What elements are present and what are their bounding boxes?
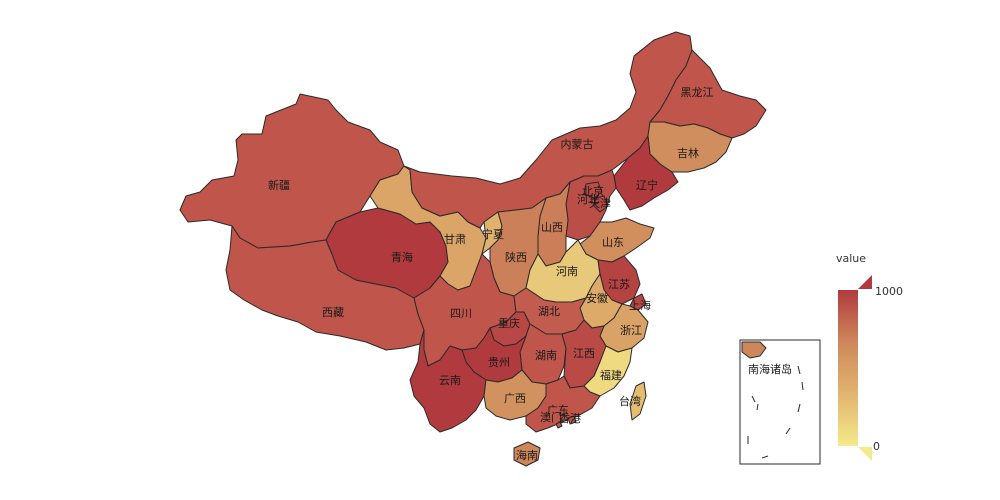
label-jiangxi: 江西 [573,347,595,360]
label-shandong: 山东 [602,236,624,249]
visual-map-title: value [836,252,866,265]
label-ningxia: 宁夏 [482,227,504,241]
label-zhejiang: 浙江 [620,324,642,337]
visual-map-min-handle[interactable] [858,447,872,461]
province-hainan[interactable] [513,441,541,467]
label-sichuan: 四川 [450,307,472,320]
label-henan: 河南 [556,265,578,278]
label-guangxi: 广西 [504,392,526,405]
label-liaoning: 辽宁 [636,178,658,192]
province-hubei[interactable] [513,287,587,335]
province-liaoning[interactable] [613,135,679,211]
label-hongkong: 香港 [559,412,581,425]
province-yunnan[interactable] [409,329,487,433]
visual-map-min-label: 0 [873,440,880,453]
province-hongkong[interactable] [567,415,577,425]
label-shanghai: 上海 [629,298,651,312]
visual-map-max-label: 1000 [875,285,903,298]
inset-island-dashes [747,365,804,459]
inset-frame [739,339,821,465]
inset-label: 南海诸岛 [748,362,792,376]
label-taiwan: 台湾 [619,394,641,408]
inset-coast [741,341,767,359]
visual-map-max-handle[interactable] [858,275,872,289]
label-fujian: 福建 [600,368,622,382]
label-anhui: 安徽 [586,291,608,305]
label-jilin: 吉林 [677,146,699,160]
label-guangdong: 广东 [547,404,569,417]
province-taiwan[interactable] [629,381,647,421]
label-hubei: 湖北 [538,305,560,318]
label-hunan: 湖南 [535,349,557,362]
label-xizang: 西藏 [322,306,344,319]
province-shanghai[interactable] [629,293,647,311]
label-chongqing: 重庆 [498,316,520,330]
label-gansu: 甘肃 [444,233,466,246]
label-qinghai: 青海 [391,250,413,264]
visual-map-gradient-bar [838,290,858,446]
province-labels: 新疆 西藏 青海 甘肃 内蒙古 黑龙江 吉林 辽宁 河北 北京 天津 山西 宁夏… [268,86,714,462]
label-shanxi: 山西 [541,221,563,234]
label-guizhou: 贵州 [488,356,510,369]
label-neimenggu: 内蒙古 [561,137,594,151]
label-hainan: 海南 [516,448,538,462]
province-beijing[interactable] [583,181,603,199]
province-guangdong[interactable] [525,375,601,433]
label-yunnan: 云南 [439,374,461,387]
province-tianjin[interactable] [593,195,609,213]
province-layer [179,31,767,467]
label-shaanxi: 陕西 [505,250,527,264]
label-macau: 澳门 [540,410,562,424]
province-macau[interactable] [555,421,563,429]
label-beijing: 北京 [582,184,604,198]
label-hebei: 河北 [577,193,599,206]
south-china-sea-inset: 南海诸岛 [739,339,821,465]
label-heilongjiang: 黑龙江 [681,86,714,99]
label-tianjin: 天津 [589,197,611,210]
visual-map-legend: value 1000 0 [836,252,903,461]
label-xinjiang: 新疆 [268,178,290,192]
label-jiangsu: 江苏 [608,278,630,291]
